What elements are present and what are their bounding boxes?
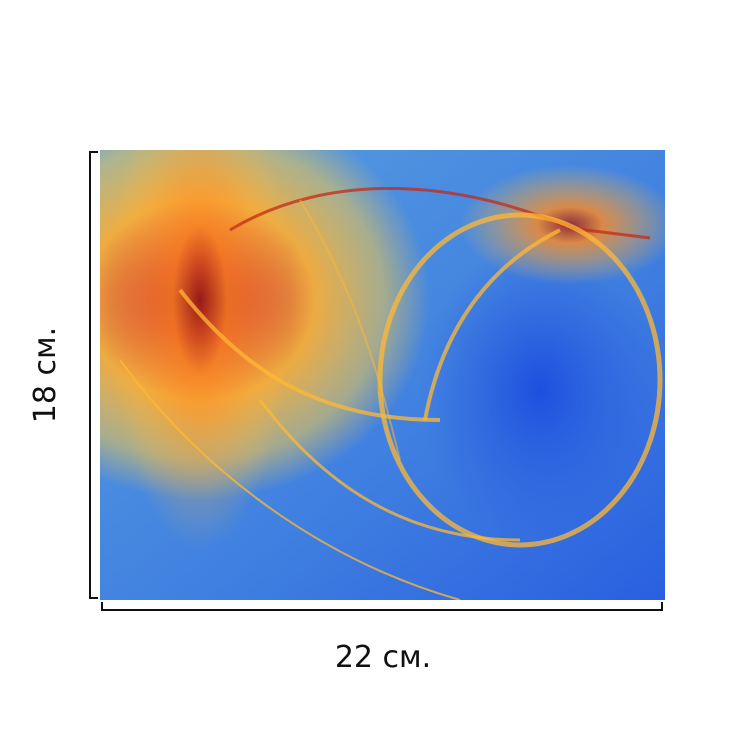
height-label: 18 см.	[28, 327, 63, 423]
dimension-lines	[89, 151, 663, 611]
artwork	[100, 150, 665, 600]
width-label: 22 см.	[335, 640, 431, 675]
